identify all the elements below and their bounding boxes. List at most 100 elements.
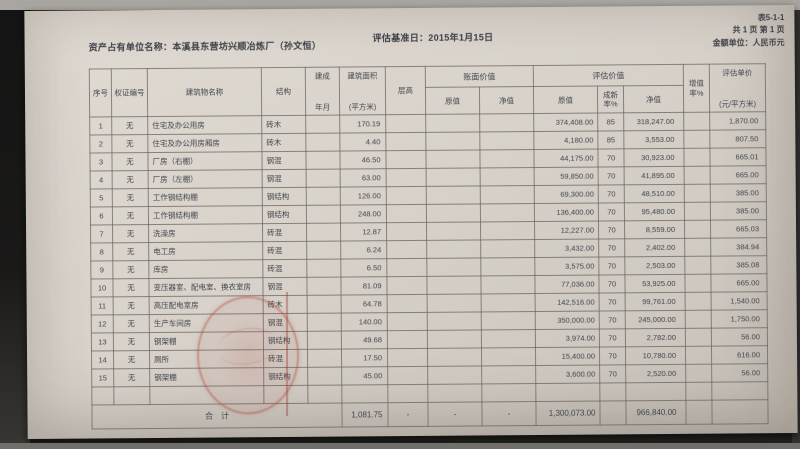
table-cell: 7	[90, 224, 113, 244]
table-cell: 2,520.00	[625, 364, 686, 383]
table-cell	[385, 132, 426, 151]
total-height-dash: -	[387, 402, 429, 427]
table-cell: 无	[112, 224, 149, 243]
table-cell: 56.00	[711, 363, 768, 383]
table-cell	[386, 258, 427, 277]
page-count: 共 1 页 第 1 页	[732, 25, 785, 35]
table-cell: 53,925.00	[624, 274, 686, 293]
table-cell	[385, 150, 427, 169]
table-cell	[426, 203, 481, 223]
table-cell	[386, 276, 428, 295]
table-cell	[685, 310, 712, 329]
table-cell: 385.00	[710, 183, 767, 203]
total-row: 合 计 1,081.75 - - - 1,300,073.00 966,840.…	[91, 399, 769, 430]
table-cell	[684, 256, 711, 275]
table-cell	[305, 151, 341, 170]
table-cell	[306, 187, 341, 206]
table-cell: 63.00	[340, 168, 387, 188]
col-header-book-value-group: 账面价值	[425, 65, 534, 88]
table-cell: 12.87	[340, 222, 387, 242]
table-cell: 无	[111, 134, 148, 153]
table-cell: 69,300.00	[534, 185, 599, 204]
table-cell	[387, 294, 428, 313]
table-cell	[113, 386, 150, 405]
col-header-appraisal-net: 净值	[623, 85, 684, 113]
table-cell: 15	[91, 368, 114, 388]
table-cell: 钢结构	[262, 187, 307, 206]
table-cell	[425, 131, 480, 151]
table-cell: 13	[91, 332, 114, 352]
table-cell: 99,761.00	[625, 292, 686, 311]
table-cell: 5	[90, 188, 113, 208]
table-cell	[386, 240, 427, 259]
table-cell	[387, 384, 428, 403]
table-cell	[481, 329, 536, 348]
col-header-book-original: 原值	[425, 86, 480, 115]
table-cell: 砖混	[262, 241, 307, 260]
table-cell: 12	[91, 314, 114, 334]
col-header-structure: 结构	[261, 67, 306, 116]
table-cell	[683, 130, 710, 149]
table-cell: 665.00	[710, 165, 767, 185]
table-cell	[480, 221, 535, 240]
table-cell: 48,510.00	[624, 184, 685, 203]
table-cell	[427, 293, 482, 313]
table-cell	[711, 381, 768, 401]
table-cell	[480, 167, 535, 186]
table-cell: 85	[597, 130, 624, 150]
table-cell: 无	[112, 188, 149, 207]
stamp-text-smudge	[214, 324, 280, 369]
table-cell	[386, 168, 427, 187]
table-cell	[91, 386, 114, 406]
appraisal-base-date: 评估基准日：2015年1月15日	[372, 32, 494, 44]
table-cell: 钢结构	[262, 205, 307, 224]
table-cell	[306, 241, 341, 260]
table-cell: 3,974.00	[535, 329, 600, 348]
area-label-bottom: (平方米)	[348, 101, 377, 111]
table-cell: 无	[113, 314, 150, 333]
asset-owner-name: 资产占有单位名称：本溪县东营坊兴顺冶炼厂（孙文恒）	[88, 40, 322, 53]
table-cell: 245,000.00	[625, 310, 686, 329]
table-cell: 70	[599, 346, 626, 366]
table-cell: 140.00	[341, 312, 388, 332]
table-cell	[481, 383, 536, 402]
table-cell: 70	[598, 166, 625, 186]
table-cell: 无	[113, 332, 150, 351]
table-cell	[480, 203, 535, 222]
col-header-appraisal-original: 原值	[533, 86, 598, 114]
table-cell	[305, 115, 340, 134]
table-cell	[684, 238, 711, 257]
table-cell	[685, 292, 712, 311]
table-cell: 384.94	[710, 237, 767, 257]
table-cell	[427, 365, 482, 385]
table-cell: 厂房（左棚）	[148, 169, 263, 189]
table-cell: 56.00	[711, 327, 768, 347]
table-cell	[481, 293, 536, 312]
table-cell	[307, 313, 342, 332]
table-cell: 17.50	[341, 348, 388, 368]
table-cell: 81.09	[340, 276, 388, 296]
table-cell	[307, 295, 342, 314]
table-cell: 11	[91, 296, 114, 316]
table-cell: 无	[111, 116, 148, 135]
table-cell	[480, 257, 535, 276]
table-cell	[385, 114, 426, 133]
table-cell	[387, 312, 428, 331]
table-cell	[684, 166, 711, 185]
table-cell: 70	[598, 184, 625, 204]
form-number: 表5-1-1	[757, 13, 785, 23]
table-cell: 砖混	[262, 223, 307, 242]
table-cell	[480, 185, 535, 204]
table-cell: 无	[113, 296, 150, 315]
table-cell	[625, 382, 686, 401]
table-cell: 3,575.00	[534, 257, 599, 276]
table-cell	[426, 275, 482, 295]
photo-bottom-edge	[0, 443, 800, 449]
table-cell: 70	[598, 220, 625, 240]
table-cell: 136,400.00	[534, 203, 599, 222]
total-book-original-dash: -	[427, 401, 483, 427]
table-cell	[427, 329, 482, 349]
table-cell: 14	[91, 350, 114, 370]
table-cell: 无	[111, 152, 149, 171]
table-cell: 70	[598, 202, 625, 222]
